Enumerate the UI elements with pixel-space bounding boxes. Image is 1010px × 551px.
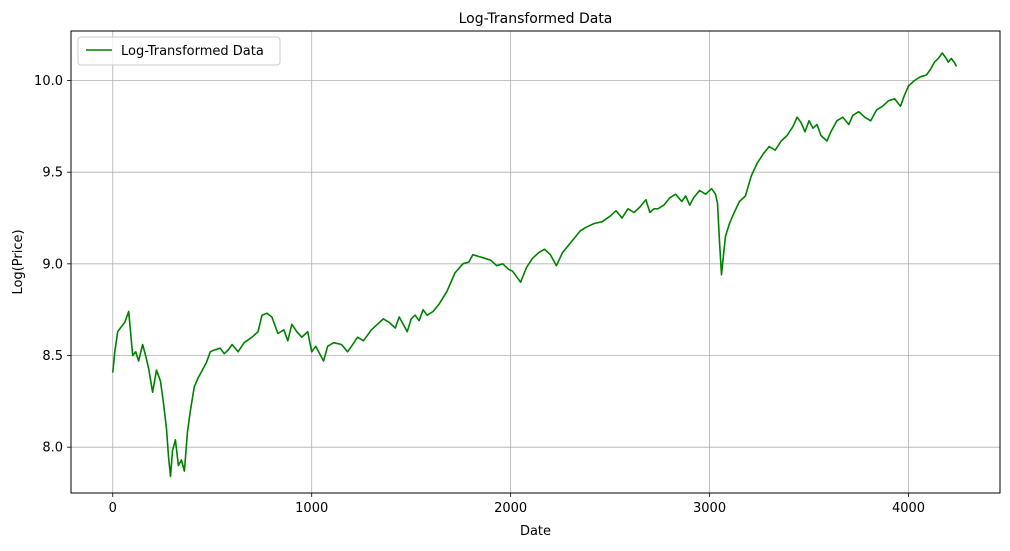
y-tick-label: 8.0 bbox=[42, 441, 63, 456]
legend-label: Log-Transformed Data bbox=[121, 44, 264, 59]
x-tick-label: 1000 bbox=[295, 501, 328, 516]
y-tick-label: 9.0 bbox=[42, 257, 63, 272]
y-tick-label: 10.0 bbox=[34, 74, 63, 89]
x-tick-label: 3000 bbox=[693, 501, 726, 516]
grid-lines bbox=[71, 31, 1000, 493]
x-tick-label: 0 bbox=[109, 501, 117, 516]
series-layer bbox=[112, 52, 958, 478]
y-axis: 8.0 8.5 9.0 9.5 10.0 bbox=[34, 74, 71, 456]
y-tick-label: 9.5 bbox=[42, 166, 63, 181]
chart-title: Log-Transformed Data bbox=[459, 11, 613, 27]
legend: Log-Transformed Data bbox=[77, 36, 281, 66]
y-tick-label: 8.5 bbox=[42, 349, 63, 364]
legend-box bbox=[77, 36, 281, 66]
plot-frame bbox=[70, 30, 1001, 494]
x-axis: 0 1000 2000 3000 4000 bbox=[109, 493, 925, 516]
y-axis-label: Log(Price) bbox=[11, 229, 26, 294]
x-tick-label: 4000 bbox=[892, 501, 925, 516]
series-line-0 bbox=[112, 52, 958, 478]
x-axis-label: Date bbox=[520, 524, 551, 539]
x-tick-label: 2000 bbox=[494, 501, 527, 516]
